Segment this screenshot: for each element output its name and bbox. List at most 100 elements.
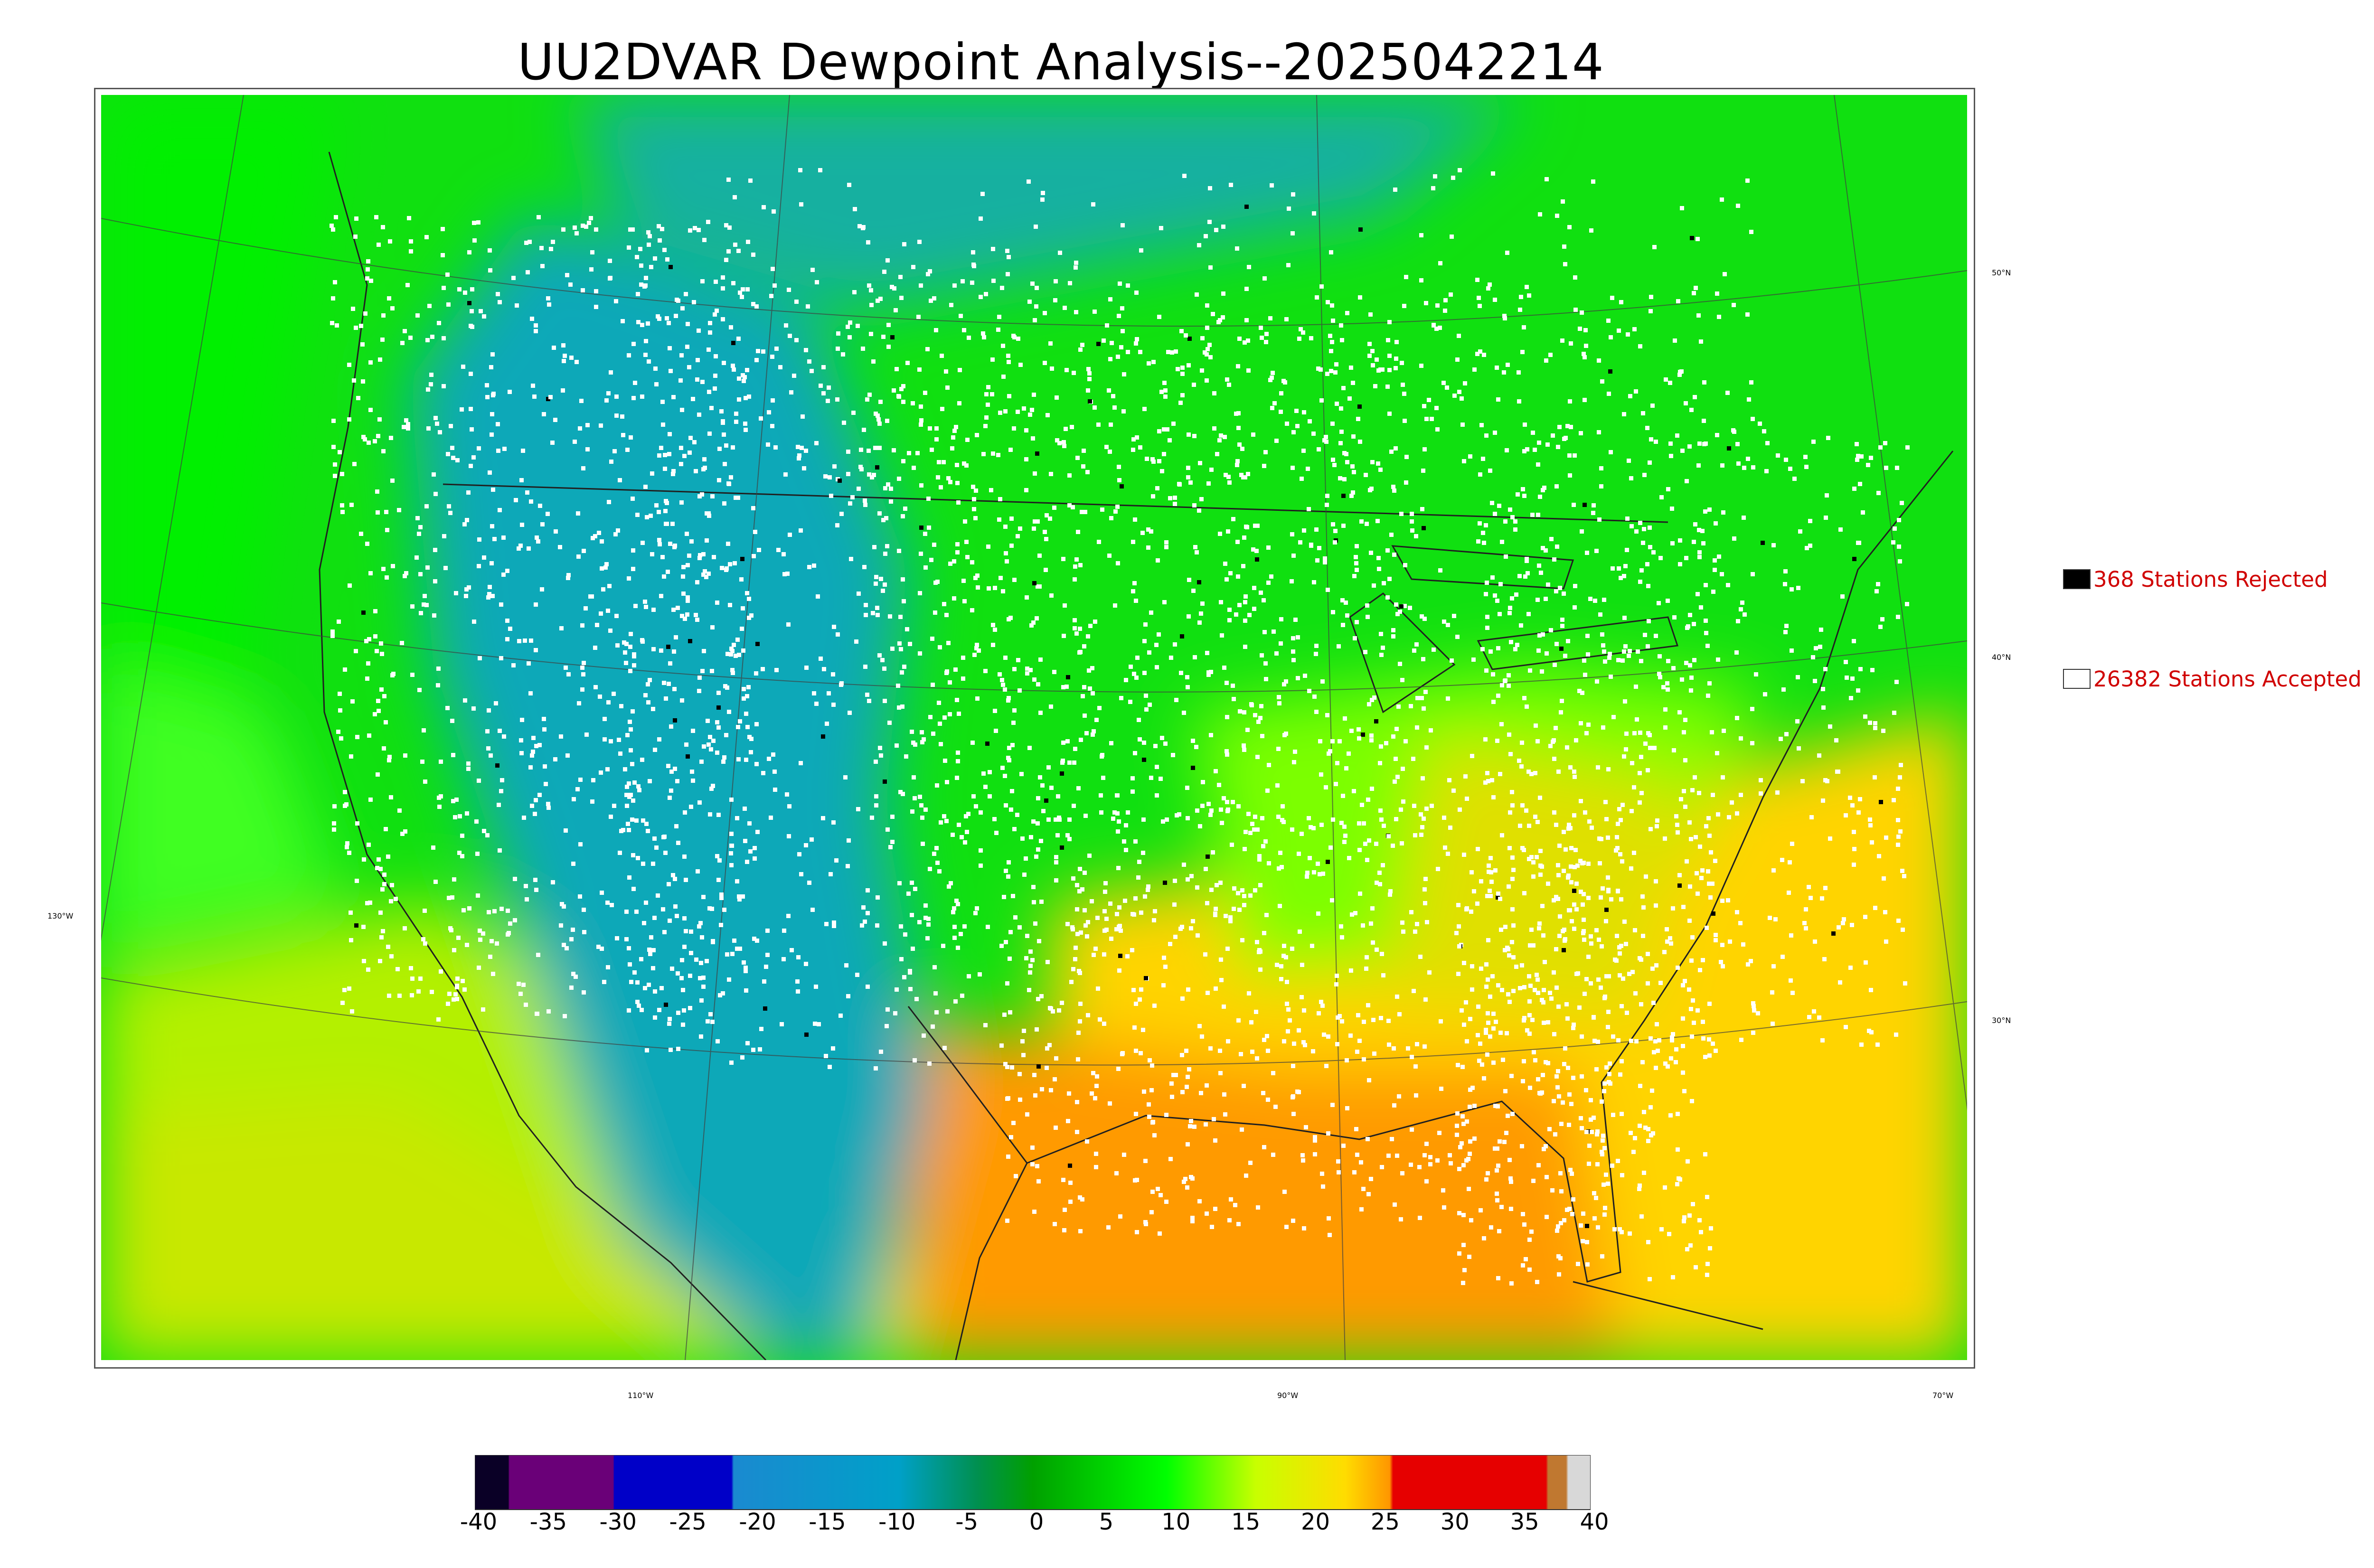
station-marker: [628, 720, 632, 724]
station-marker: [1528, 1086, 1532, 1090]
station-marker: [1186, 466, 1190, 470]
station-marker: [643, 353, 648, 357]
station-marker: [1639, 568, 1644, 573]
station-marker: [707, 347, 711, 352]
station-marker: [730, 649, 735, 653]
station-marker: [1148, 703, 1152, 707]
station-marker: [1480, 1062, 1484, 1067]
station-marker: [1254, 549, 1259, 553]
station-marker: [1001, 589, 1005, 593]
station-marker: [338, 692, 342, 696]
station-marker: [1041, 809, 1046, 813]
station-marker: [1521, 487, 1525, 491]
station-marker: [608, 629, 612, 633]
station-marker: [1079, 930, 1083, 935]
station-marker: [1074, 265, 1078, 270]
station-marker: [1008, 616, 1013, 620]
station-marker: [831, 1046, 835, 1051]
station-marker: [1666, 599, 1670, 603]
station-marker: [641, 639, 645, 644]
station-marker: [581, 288, 585, 292]
station-marker: [1597, 517, 1602, 522]
station-marker: [1285, 980, 1289, 984]
station-marker: [590, 799, 594, 804]
station-marker: [1544, 358, 1548, 363]
station-marker: [534, 329, 538, 333]
station-marker: [744, 966, 748, 970]
station-marker: [641, 818, 645, 823]
station-marker: [974, 646, 979, 650]
station-marker: [953, 999, 958, 1004]
station-marker: [934, 426, 939, 431]
station-marker: [1146, 888, 1150, 892]
station-marker: [942, 1046, 947, 1050]
station-marker: [1457, 924, 1461, 929]
station-marker: [1073, 564, 1077, 569]
station-marker: [535, 535, 539, 540]
station-marker: [606, 391, 611, 395]
dewpoint-map[interactable]: [101, 95, 1967, 1360]
station-marker: [1707, 507, 1712, 512]
station-marker: [565, 273, 569, 277]
station-marker: [1460, 423, 1465, 427]
station-marker: [1134, 1049, 1138, 1053]
station-marker: [1685, 859, 1689, 864]
station-marker: [707, 511, 711, 516]
station-marker: [1401, 930, 1405, 934]
station-marker: [1133, 839, 1138, 844]
station-marker: [1244, 318, 1249, 322]
station-marker: [659, 986, 664, 990]
station-marker: [1116, 866, 1121, 870]
station-marker: [863, 498, 867, 503]
station-marker: [1110, 341, 1114, 345]
station-marker: [844, 963, 848, 967]
station-marker: [703, 569, 707, 573]
station-marker: [628, 669, 632, 673]
station-marker: [741, 648, 745, 653]
station-marker: [667, 682, 671, 686]
station-marker: [381, 313, 386, 318]
station-marker: [1576, 971, 1580, 976]
station-marker: [1192, 1125, 1196, 1129]
station-marker: [1461, 1163, 1466, 1167]
station-marker: [1415, 922, 1419, 926]
station-marker: [938, 722, 942, 726]
station-marker: [717, 858, 722, 863]
station-marker: [1170, 350, 1174, 355]
station-marker: [584, 606, 588, 610]
station-marker: [594, 305, 598, 309]
station-marker: [944, 613, 949, 617]
station-marker: [1746, 962, 1750, 967]
station-marker: [741, 287, 745, 291]
station-marker: [1502, 370, 1506, 375]
station-marker: [1802, 921, 1807, 925]
station-marker: [1054, 279, 1058, 283]
station-marker: [663, 851, 668, 855]
station-marker: [528, 240, 532, 244]
station-marker: [742, 687, 746, 691]
station-marker: [691, 779, 695, 783]
station-marker: [930, 448, 934, 452]
station-marker: [331, 445, 336, 449]
station-marker: [1681, 905, 1686, 909]
station-marker: [691, 397, 695, 401]
station-marker: [1538, 495, 1542, 499]
station-marker: [1205, 303, 1209, 308]
station-marker: [1186, 1142, 1190, 1146]
station-marker: [1650, 967, 1655, 971]
station-marker: [421, 937, 425, 941]
station-marker: [1217, 438, 1222, 442]
station-marker: [1012, 578, 1017, 582]
station-marker: [1583, 503, 1587, 507]
station-marker: [633, 381, 637, 385]
station-marker: [1486, 1171, 1490, 1175]
station-marker: [934, 437, 939, 441]
colorbar-tick-label: -5: [955, 1509, 979, 1535]
station-marker: [379, 641, 383, 646]
station-marker: [580, 666, 584, 670]
station-marker: [1259, 591, 1263, 595]
station-marker: [1157, 315, 1161, 319]
station-marker: [1102, 1022, 1106, 1026]
station-marker: [1219, 978, 1224, 982]
station-marker: [1528, 668, 1532, 673]
